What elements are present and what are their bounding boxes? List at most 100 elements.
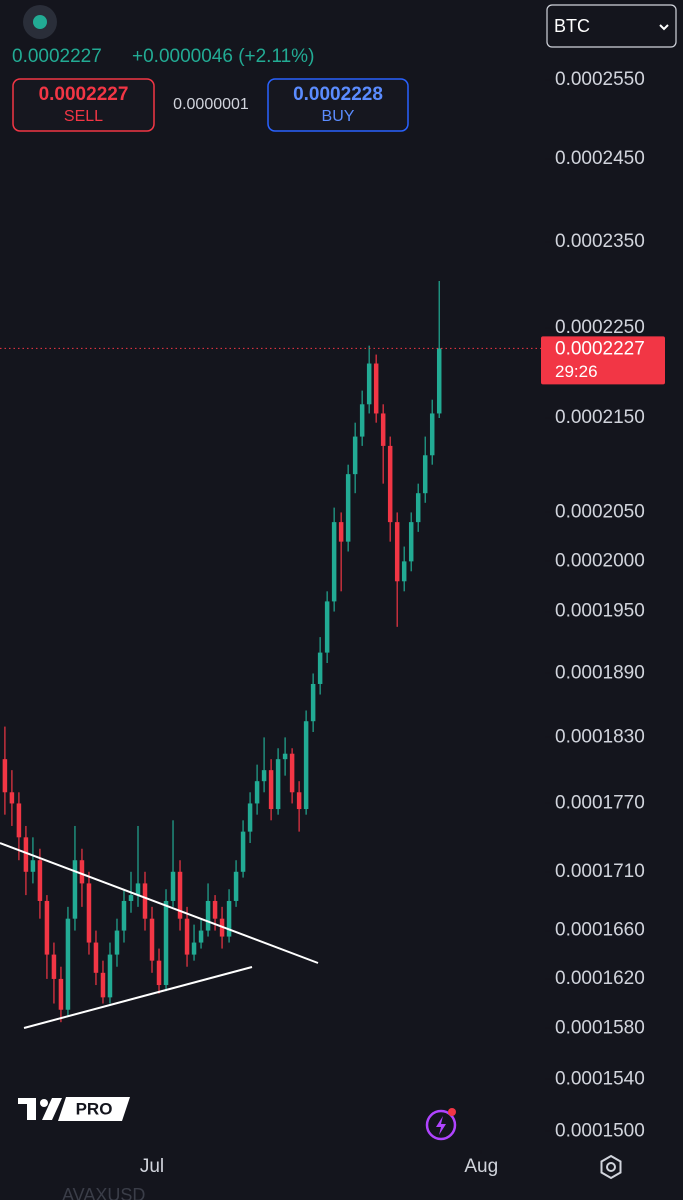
candle-body bbox=[429, 413, 435, 456]
trend-line[interactable] bbox=[0, 842, 319, 964]
candle-body bbox=[128, 895, 134, 901]
y-tick-label: 0.0001660 bbox=[555, 920, 645, 941]
candle-body bbox=[177, 871, 183, 919]
candle-body bbox=[30, 860, 36, 872]
candle-body bbox=[275, 759, 281, 810]
status-dot bbox=[33, 15, 47, 29]
candle-body bbox=[184, 918, 190, 955]
candle-body bbox=[212, 900, 218, 919]
candle-body bbox=[93, 942, 99, 973]
spread: 0.0000001 bbox=[173, 96, 249, 113]
trend-line[interactable] bbox=[23, 966, 253, 1029]
candle-body bbox=[373, 363, 379, 414]
logo-shape bbox=[42, 1098, 62, 1120]
candle-body bbox=[380, 413, 386, 446]
candle-body bbox=[324, 601, 330, 653]
candle-body bbox=[415, 493, 421, 523]
candle-body bbox=[359, 404, 365, 437]
candle-body bbox=[387, 445, 393, 523]
candle-body bbox=[107, 954, 113, 998]
y-tick-label: 0.0002550 bbox=[555, 69, 645, 90]
y-tick-label: 0.0001500 bbox=[555, 1120, 645, 1141]
candle-body bbox=[51, 954, 57, 979]
candle-body bbox=[44, 900, 50, 955]
candle-body bbox=[72, 860, 78, 919]
candle-body bbox=[191, 942, 197, 955]
candle-body bbox=[345, 474, 351, 542]
candle-body bbox=[401, 561, 407, 582]
currency-select[interactable] bbox=[546, 4, 677, 48]
y-tick-label: 0.0001770 bbox=[555, 792, 645, 813]
candle-body bbox=[163, 900, 169, 986]
dropdown-arrow bbox=[659, 24, 669, 31]
candle-body bbox=[65, 918, 71, 1010]
candle-body bbox=[170, 871, 176, 901]
candle-body bbox=[296, 792, 302, 810]
candle-body bbox=[16, 803, 22, 838]
candle-body bbox=[149, 918, 155, 961]
buy-label: BUY bbox=[322, 108, 355, 125]
y-tick-label: 0.0001890 bbox=[555, 662, 645, 683]
candle-body bbox=[331, 522, 337, 602]
change: +0.0000046 (+2.11%) bbox=[132, 46, 314, 67]
candle-body bbox=[436, 348, 442, 414]
y-tick-label: 0.0002450 bbox=[555, 148, 645, 169]
logo-text: PRO bbox=[76, 1099, 113, 1118]
last-price-tag bbox=[541, 336, 665, 385]
candle-body bbox=[282, 753, 288, 760]
y-tick-label: 0.0001620 bbox=[555, 968, 645, 989]
candle-body bbox=[156, 960, 162, 986]
candle-body bbox=[23, 837, 29, 872]
buy-price: 0.0002228 bbox=[293, 84, 383, 105]
sell-label: SELL bbox=[64, 108, 103, 125]
x-tick-label: Jul bbox=[140, 1156, 164, 1177]
candle-body bbox=[37, 860, 43, 901]
logo: PRO bbox=[18, 1097, 130, 1121]
alerts-icon[interactable] bbox=[425, 1109, 457, 1141]
candle-body bbox=[226, 900, 232, 937]
candle-body bbox=[408, 522, 414, 562]
settings-icon[interactable] bbox=[600, 1154, 622, 1180]
y-tick-label: 0.0001580 bbox=[555, 1017, 645, 1038]
candle-body bbox=[422, 455, 428, 494]
last-price-label: 0.0002227 bbox=[555, 338, 645, 359]
sell-button[interactable] bbox=[12, 78, 155, 132]
candle-body bbox=[289, 753, 295, 793]
logo-shape bbox=[27, 1098, 36, 1120]
currency: BTC bbox=[554, 16, 590, 36]
candle-body bbox=[261, 770, 267, 782]
candle-body bbox=[100, 972, 106, 998]
candle-body bbox=[303, 721, 309, 810]
candle-body bbox=[58, 978, 64, 1010]
countdown: 29:26 bbox=[555, 362, 598, 381]
candle-body bbox=[2, 759, 8, 793]
buy-button[interactable] bbox=[267, 78, 409, 132]
candle-body bbox=[394, 522, 400, 582]
y-tick-label: 0.0002250 bbox=[555, 317, 645, 338]
candle-body bbox=[121, 900, 127, 931]
symbol-watermark: AVAXUSD bbox=[62, 1185, 145, 1200]
logo-badge bbox=[58, 1097, 130, 1121]
plot bbox=[2, 280, 442, 1023]
y-tick-label: 0.0002000 bbox=[555, 550, 645, 571]
candle-body bbox=[9, 792, 15, 804]
candle-body bbox=[142, 883, 148, 919]
sell-price: 0.0002227 bbox=[39, 84, 129, 105]
y-tick-label: 0.0002050 bbox=[555, 501, 645, 522]
candle-body bbox=[254, 781, 260, 804]
candle-body bbox=[135, 883, 141, 896]
candle-body bbox=[338, 522, 344, 542]
x-tick-label: Aug bbox=[464, 1156, 498, 1177]
candle-body bbox=[310, 683, 316, 722]
y-tick-label: 0.0001950 bbox=[555, 601, 645, 622]
candle-body bbox=[240, 831, 246, 872]
candle-body bbox=[366, 363, 372, 405]
logo-shape bbox=[40, 1099, 48, 1107]
candle-body bbox=[114, 930, 120, 955]
y-tick-label: 0.0002150 bbox=[555, 407, 645, 428]
alerts-icon-bolt bbox=[436, 1116, 446, 1135]
candle-body bbox=[198, 930, 204, 943]
notification-dot bbox=[448, 1108, 456, 1116]
